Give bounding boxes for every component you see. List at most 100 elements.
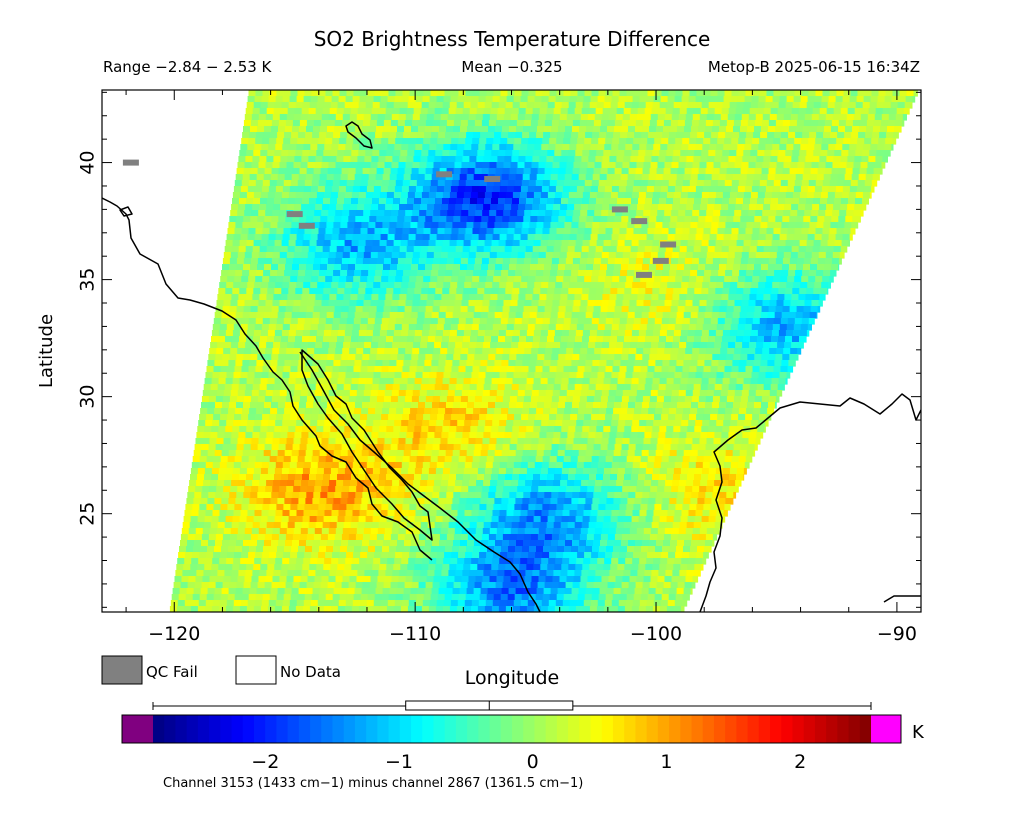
heatmap-cell [761, 354, 769, 361]
heatmap-cell [541, 144, 549, 151]
heatmap-cell [632, 282, 640, 289]
heatmap-cell [297, 138, 305, 145]
heatmap-cell [350, 384, 359, 391]
heatmap-cell [802, 222, 810, 229]
heatmap-cell [648, 360, 656, 367]
heatmap-cell [244, 300, 253, 307]
heatmap-cell [780, 180, 789, 187]
heatmap-cell [797, 252, 806, 259]
heatmap-cell [413, 204, 421, 211]
heatmap-cell [364, 294, 372, 301]
heatmap-cell [411, 120, 420, 127]
heatmap-cell [277, 312, 286, 319]
heatmap-cell [888, 114, 897, 121]
heatmap-cell [402, 318, 411, 325]
heatmap-cell [382, 270, 390, 277]
heatmap-cell [624, 330, 633, 337]
heatmap-cell [426, 300, 435, 307]
heatmap-cell [369, 216, 377, 223]
heatmap-cell [464, 186, 473, 193]
heatmap-cell [682, 228, 691, 235]
heatmap-cell [603, 192, 612, 199]
heatmap-cell [764, 336, 772, 343]
heatmap-cell [611, 144, 619, 151]
heatmap-cell [599, 312, 608, 319]
heatmap-cell [335, 390, 344, 397]
heatmap-cell [832, 210, 840, 217]
heatmap-cell [672, 294, 680, 301]
heatmap-cell [882, 108, 891, 115]
heatmap-cell [437, 180, 446, 187]
heatmap-cell [479, 90, 488, 97]
heatmap-cell [397, 402, 405, 409]
heatmap-cell [362, 306, 371, 313]
heatmap-cell [402, 228, 411, 235]
heatmap-cell [412, 300, 421, 307]
heatmap-cell [557, 408, 565, 415]
heatmap-cell [764, 198, 772, 205]
heatmap-cell [747, 354, 755, 361]
heatmap-cell [588, 342, 596, 349]
heatmap-cell [688, 372, 697, 379]
heatmap-cell [754, 258, 763, 265]
heatmap-cell [743, 288, 751, 295]
heatmap-cell [818, 162, 827, 169]
heatmap-cell [455, 156, 463, 163]
heatmap-cell [309, 330, 318, 337]
heatmap-cell [304, 228, 313, 235]
heatmap-cell [762, 162, 771, 169]
heatmap-cell [320, 264, 328, 271]
heatmap-cell [642, 168, 651, 175]
heatmap-cell [540, 192, 549, 199]
heatmap-cell [327, 168, 336, 175]
heatmap-cell [623, 246, 632, 253]
heatmap-cell [452, 132, 460, 139]
heatmap-cell [710, 180, 719, 187]
heatmap-cell [302, 150, 310, 157]
heatmap-cell [663, 168, 672, 175]
heatmap-cell [343, 108, 352, 115]
heatmap-cell [512, 192, 521, 199]
heatmap-cell [678, 252, 687, 259]
heatmap-cell [600, 126, 608, 133]
heatmap-cell [547, 288, 555, 295]
heatmap-cell [482, 114, 491, 121]
heatmap-cell [626, 276, 634, 283]
heatmap-cell [495, 258, 504, 265]
heatmap-cell [647, 414, 655, 421]
heatmap-cell [708, 198, 716, 205]
heatmap-cell [460, 120, 469, 127]
heatmap-cell [688, 186, 697, 193]
heatmap-cell [676, 312, 685, 319]
heatmap-cell [394, 96, 403, 103]
heatmap-cell [260, 330, 269, 337]
heatmap-cell [368, 174, 377, 181]
heatmap-cell [720, 162, 729, 169]
heatmap-cell [771, 330, 780, 337]
heatmap-cell [678, 390, 687, 397]
heatmap-cell [720, 300, 729, 307]
heatmap-cell [461, 348, 469, 355]
heatmap-cell [502, 402, 510, 409]
heatmap-cell [356, 300, 365, 307]
heatmap-cell [418, 216, 426, 223]
heatmap-cell [297, 180, 306, 187]
heatmap-cell [567, 294, 575, 301]
heatmap-cell [380, 96, 389, 103]
heatmap-cell [354, 132, 362, 139]
heatmap-cell [208, 354, 216, 361]
heatmap-cell [627, 312, 636, 319]
heatmap-cell [373, 234, 382, 241]
heatmap-cell [614, 306, 623, 313]
heatmap-cell [425, 306, 434, 313]
heatmap-cell [369, 402, 377, 409]
heatmap-cell [437, 366, 446, 373]
heatmap-cell [459, 312, 468, 319]
heatmap-cell [580, 390, 589, 397]
heatmap-cell [251, 114, 260, 121]
heatmap-cell [862, 198, 869, 205]
heatmap-cell [646, 234, 655, 241]
heatmap-cell [578, 408, 586, 415]
heatmap-cell [729, 288, 737, 295]
heatmap-cell [589, 102, 598, 109]
